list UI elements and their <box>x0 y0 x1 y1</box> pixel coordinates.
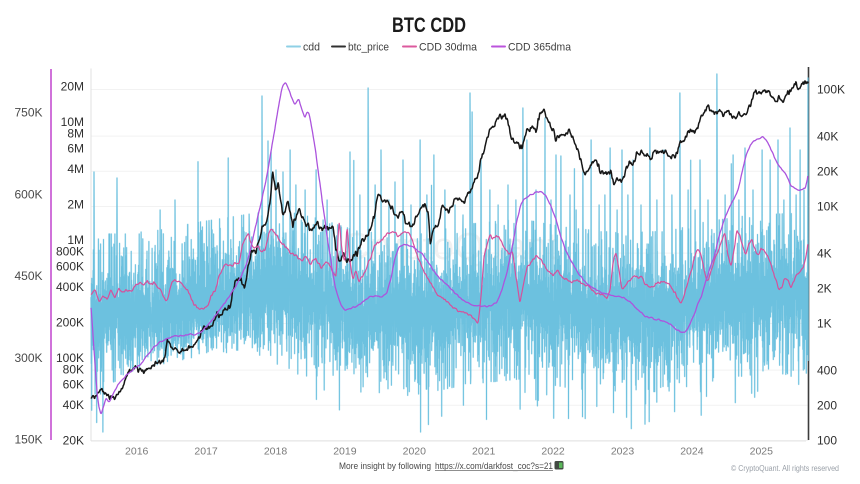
svg-text:More insight by following: More insight by following <box>339 461 431 472</box>
svg-text:100: 100 <box>817 434 837 448</box>
svg-text:BTC CDD: BTC CDD <box>392 13 466 37</box>
svg-text:200: 200 <box>817 399 837 413</box>
svg-text:2018: 2018 <box>264 446 288 458</box>
svg-text:1M: 1M <box>67 233 84 247</box>
svg-text:100K: 100K <box>56 351 84 365</box>
svg-text:1K: 1K <box>817 317 832 331</box>
svg-text:40K: 40K <box>817 129 838 143</box>
svg-text:20K: 20K <box>63 434 84 448</box>
svg-text:20K: 20K <box>817 165 838 179</box>
svg-text:100K: 100K <box>817 83 845 97</box>
svg-text:2K: 2K <box>817 282 832 296</box>
svg-text:CryptoQuant: CryptoQuant <box>342 226 558 268</box>
svg-text:400: 400 <box>817 363 837 377</box>
svg-text:2020: 2020 <box>403 446 427 458</box>
svg-text:2024: 2024 <box>680 446 704 458</box>
svg-text:https://x.com/darkfost_coc?s=2: https://x.com/darkfost_coc?s=21 <box>435 461 553 472</box>
svg-text:btc_price: btc_price <box>348 42 389 54</box>
svg-text:400K: 400K <box>56 280 84 294</box>
svg-text:20M: 20M <box>61 80 84 94</box>
svg-text:2M: 2M <box>67 198 84 212</box>
svg-text:150K: 150K <box>14 433 42 447</box>
svg-text:60K: 60K <box>63 377 84 391</box>
svg-text:10K: 10K <box>817 200 838 214</box>
svg-text:6M: 6M <box>67 141 84 155</box>
svg-text:8M: 8M <box>67 127 84 141</box>
svg-text:2016: 2016 <box>125 446 149 458</box>
svg-text:200K: 200K <box>56 316 84 330</box>
svg-text:600K: 600K <box>56 259 84 273</box>
svg-text:600K: 600K <box>14 188 42 202</box>
svg-text:cdd: cdd <box>303 42 320 54</box>
svg-text:© CryptoQuant. All rights rese: © CryptoQuant. All rights reserved <box>731 463 839 473</box>
svg-text:4K: 4K <box>817 246 832 260</box>
svg-text:2019: 2019 <box>333 446 357 458</box>
svg-text:2022: 2022 <box>541 446 565 458</box>
svg-text:80K: 80K <box>63 363 84 377</box>
svg-text:CDD 30dma: CDD 30dma <box>419 42 478 54</box>
svg-text:2023: 2023 <box>611 446 635 458</box>
svg-text:4M: 4M <box>67 162 84 176</box>
svg-text:450K: 450K <box>14 269 42 283</box>
svg-text:10M: 10M <box>61 115 84 129</box>
svg-text:40K: 40K <box>63 398 84 412</box>
svg-text:800K: 800K <box>56 245 84 259</box>
svg-text:2017: 2017 <box>194 446 218 458</box>
svg-text:750K: 750K <box>14 106 42 120</box>
svg-text:2025: 2025 <box>750 446 774 458</box>
svg-text:CDD 365dma: CDD 365dma <box>508 42 572 54</box>
svg-text:2021: 2021 <box>472 446 496 458</box>
svg-text:300K: 300K <box>14 351 42 365</box>
